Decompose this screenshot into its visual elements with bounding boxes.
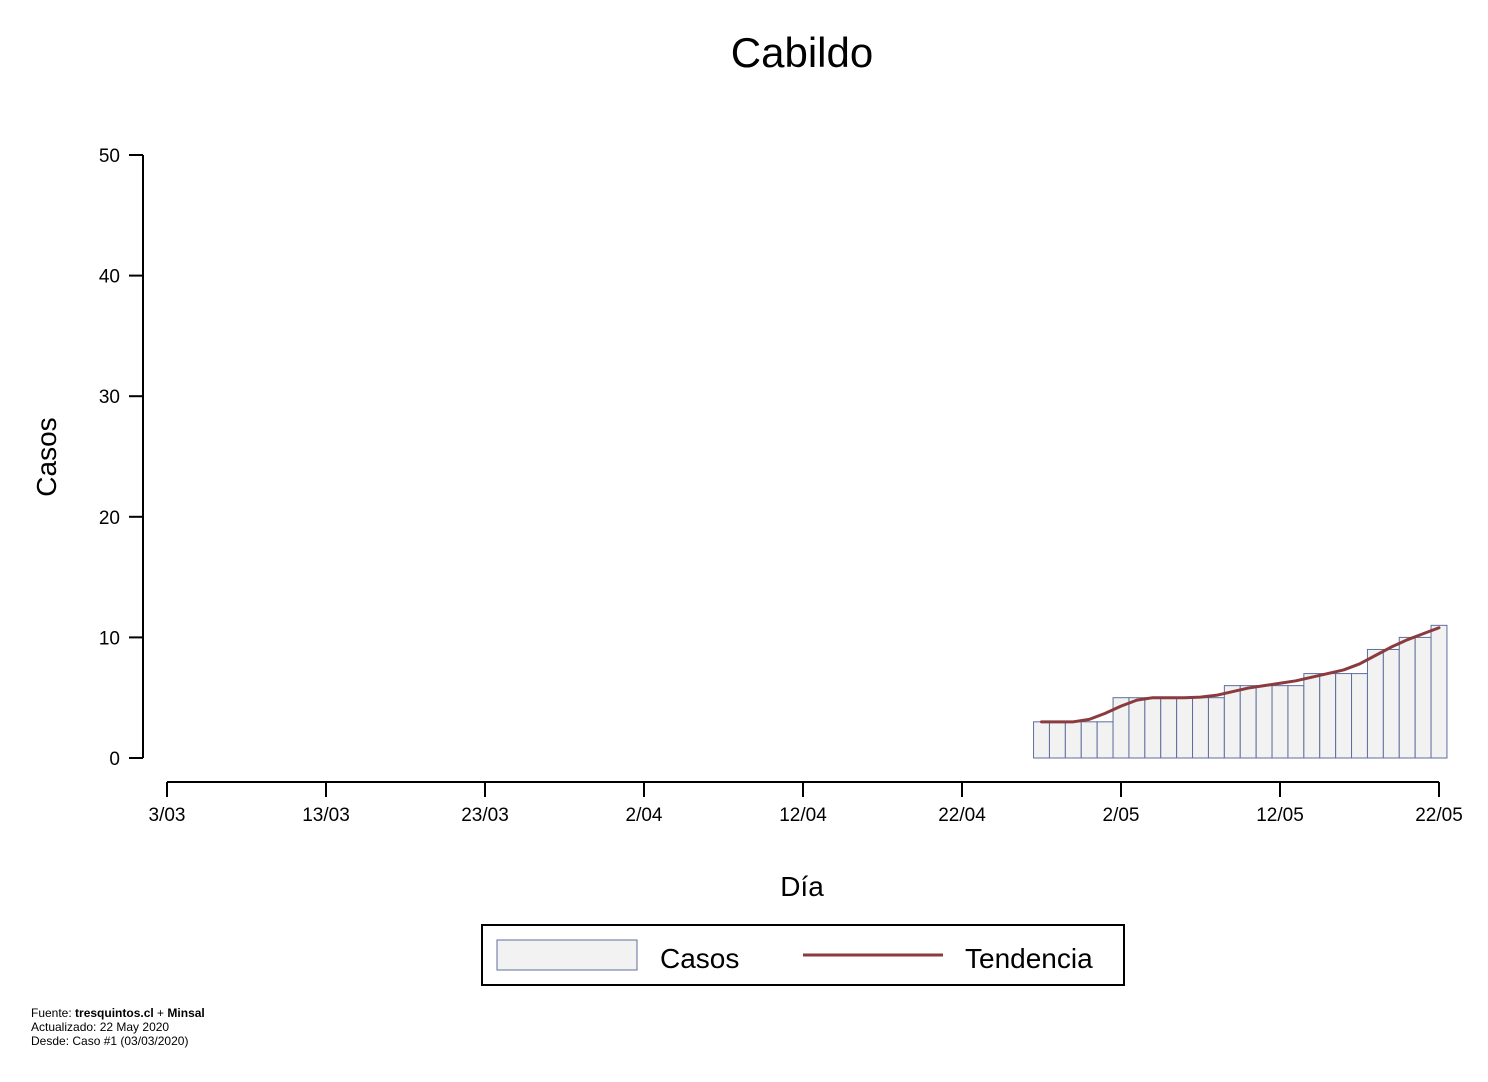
y-tick-label: 30 (99, 387, 120, 408)
y-ticks: 0 10 20 30 40 50 (99, 146, 143, 770)
footer-source-site: tresquintos.cl (75, 1006, 154, 1020)
legend-label-casos: Casos (660, 943, 739, 974)
x-tick-label: 12/05 (1256, 805, 1304, 826)
x-tick-label: 22/05 (1415, 805, 1463, 826)
bar (1080, 721, 1098, 759)
x-tick-label: 22/04 (938, 805, 986, 826)
x-tick-label: 3/03 (149, 805, 186, 826)
bar-series-casos (1033, 624, 1448, 759)
bar (1033, 721, 1050, 759)
trend-line-tendencia (1040, 626, 1441, 724)
footer: Fuente: tresquintos.cl + Minsal Actualiz… (31, 1006, 205, 1048)
bar (1255, 685, 1273, 759)
x-tick-label: 2/05 (1103, 805, 1140, 826)
bar (1430, 624, 1448, 759)
footer-updated: Actualizado: 22 May 2020 (31, 1020, 170, 1034)
x-ticks: 3/03 13/03 23/03 2/04 12/04 22/04 2/05 12/05 22/… (149, 782, 1463, 826)
bar (1319, 673, 1337, 759)
bar (1096, 721, 1114, 759)
bar (1048, 721, 1066, 759)
bar (1144, 697, 1162, 759)
y-tick-label: 0 (109, 749, 120, 770)
x-tick-label: 12/04 (779, 805, 827, 826)
legend-label-tendencia: Tendencia (965, 943, 1093, 974)
bar (1239, 685, 1257, 759)
bar (1414, 636, 1432, 759)
bar (1128, 697, 1146, 759)
bar (1303, 673, 1321, 759)
bar (1351, 673, 1368, 759)
footer-source: Fuente: tresquintos.cl + Minsal (31, 1006, 205, 1020)
y-tick-label: 10 (99, 628, 120, 649)
bar (1223, 685, 1241, 759)
x-tick-label: 23/03 (461, 805, 509, 826)
bar (1192, 697, 1209, 759)
bar (1382, 648, 1400, 759)
bar (1064, 721, 1082, 759)
bar (1366, 648, 1384, 759)
bar (1271, 685, 1289, 759)
bar (1176, 697, 1194, 759)
y-tick-label: 40 (99, 267, 120, 288)
bar (1160, 697, 1178, 759)
footer-since: Desde: Caso #1 (03/03/2020) (31, 1034, 189, 1048)
y-axis-label: Casos (31, 417, 62, 496)
legend-swatch-casos (496, 939, 638, 971)
y-tick-label: 50 (99, 146, 120, 167)
bar (1398, 636, 1416, 759)
y-tick-label: 20 (99, 508, 120, 529)
footer-source-org: Minsal (167, 1006, 205, 1020)
x-tick-label: 13/03 (302, 805, 350, 826)
x-axis-label: Día (780, 871, 824, 902)
bar (1207, 697, 1225, 759)
bar (1335, 673, 1353, 759)
bar (1287, 685, 1305, 759)
x-tick-label: 2/04 (626, 805, 663, 826)
chart-title: Cabildo (731, 29, 873, 76)
legend: Casos Tendencia (481, 924, 1125, 986)
